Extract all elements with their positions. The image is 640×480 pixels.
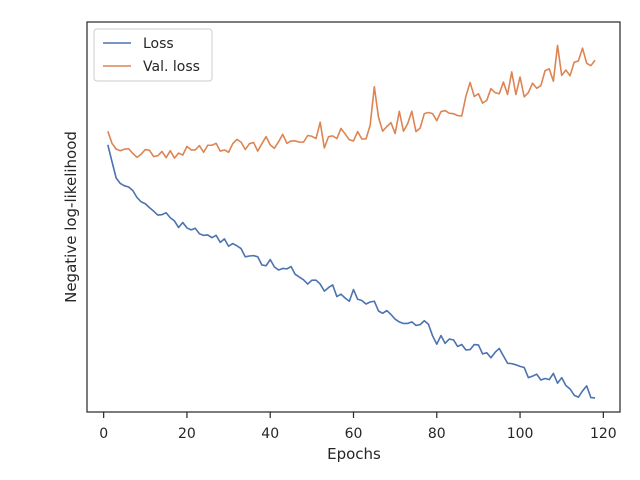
plot-area (86, 21, 621, 413)
legend-box (93, 28, 213, 82)
x-tick-label: 100 (507, 426, 534, 442)
x-tick-label: 20 (178, 426, 196, 442)
x-tick-label: 40 (261, 426, 279, 442)
legend-label-val-loss: Val. loss (143, 59, 200, 75)
legend: Loss Val. loss (93, 28, 213, 82)
x-tick-label: 120 (590, 426, 617, 442)
x-axis-title: Epochs (327, 445, 381, 463)
series-lines (107, 44, 596, 399)
x-tick-label: 0 (99, 426, 108, 442)
y-axis-title: Negative log-likelihood (62, 131, 80, 303)
series-line-val-loss (107, 44, 596, 159)
legend-label-loss: Loss (143, 36, 174, 52)
x-axis-ticks: 0 20 40 60 80 100 120 (99, 412, 617, 442)
x-tick-label: 60 (345, 426, 363, 442)
series-line-loss (107, 144, 596, 399)
x-tick-label: 80 (428, 426, 446, 442)
